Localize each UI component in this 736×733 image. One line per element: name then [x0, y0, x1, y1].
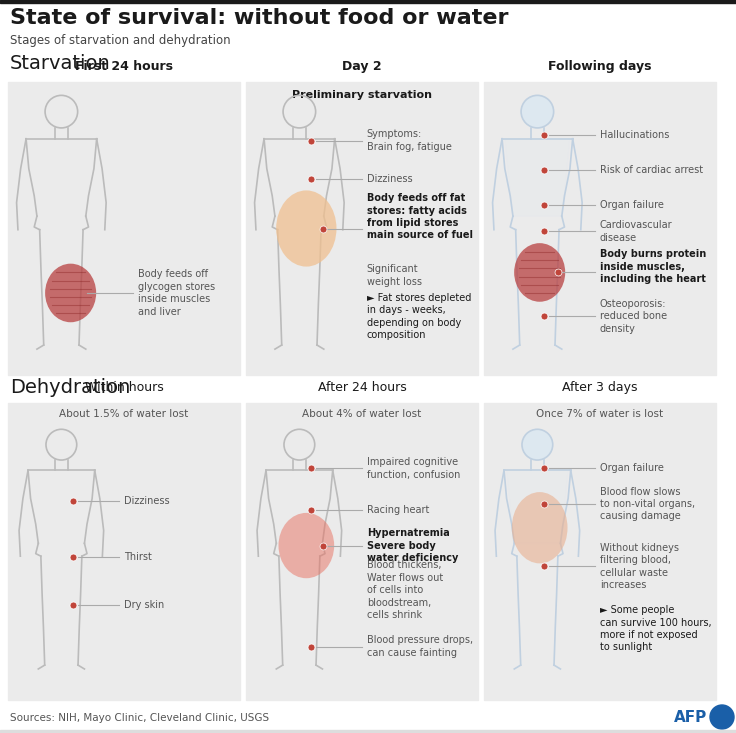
Bar — [8, 403, 240, 700]
Text: Dehydration: Dehydration — [10, 378, 130, 397]
Ellipse shape — [278, 513, 334, 578]
Text: Blood thickens,
Water flows out
of cells into
bloodstream,
cells shrink: Blood thickens, Water flows out of cells… — [367, 560, 443, 620]
Text: Dizziness: Dizziness — [367, 174, 412, 184]
Text: After 24 hours: After 24 hours — [318, 381, 406, 394]
Text: Body burns protein
inside muscles,
including the heart: Body burns protein inside muscles, inclu… — [600, 249, 707, 284]
Text: Thirst: Thirst — [124, 553, 152, 562]
Text: Body feeds off fat
stores: fatty acids
from lipid stores
main source of fuel: Body feeds off fat stores: fatty acids f… — [367, 194, 473, 240]
Bar — [484, 403, 716, 700]
Text: Symptoms:
Brain fog, fatigue: Symptoms: Brain fog, fatigue — [367, 130, 451, 152]
Text: Starvation: Starvation — [10, 54, 110, 73]
Text: Preliminary starvation: Preliminary starvation — [292, 90, 432, 100]
Text: AFP: AFP — [673, 710, 707, 724]
Text: Organ failure: Organ failure — [600, 463, 664, 474]
Text: Once 7% of water is lost: Once 7% of water is lost — [537, 409, 664, 419]
Text: ► Some people
can survive 100 hours,
more if not exposed
to sunlight: ► Some people can survive 100 hours, mor… — [600, 605, 712, 652]
Polygon shape — [506, 471, 568, 543]
Text: Blood pressure drops,
can cause fainting: Blood pressure drops, can cause fainting — [367, 636, 473, 658]
Text: ► Fat stores depleted
in days - weeks,
depending on body
composition: ► Fat stores depleted in days - weeks, d… — [367, 292, 471, 340]
Text: Day 2: Day 2 — [342, 60, 382, 73]
Text: Stages of starvation and dehydration: Stages of starvation and dehydration — [10, 34, 230, 47]
Ellipse shape — [45, 264, 96, 323]
Text: First 24 hours: First 24 hours — [75, 60, 173, 73]
Text: Hallucinations: Hallucinations — [600, 130, 669, 140]
Ellipse shape — [276, 191, 336, 267]
Text: Organ failure: Organ failure — [600, 200, 664, 210]
Circle shape — [521, 95, 553, 128]
Text: Significant
weight loss: Significant weight loss — [367, 264, 422, 287]
Text: About 4% of water lost: About 4% of water lost — [302, 409, 422, 419]
Text: Blood flow slows
to non-vital organs,
causing damage: Blood flow slows to non-vital organs, ca… — [600, 487, 695, 521]
Circle shape — [710, 705, 734, 729]
Text: Hypernatremia
Severe body
water deficiency: Hypernatremia Severe body water deficien… — [367, 528, 458, 563]
Ellipse shape — [514, 243, 565, 302]
Text: Risk of cardiac arrest: Risk of cardiac arrest — [600, 165, 703, 175]
Text: Within hours: Within hours — [85, 381, 163, 394]
Text: Cardiovascular
disease: Cardiovascular disease — [600, 220, 673, 243]
Text: About 1.5% of water lost: About 1.5% of water lost — [60, 409, 188, 419]
Bar — [484, 82, 716, 375]
Text: Sources: NIH, Mayo Clinic, Cleveland Clinic, USGS: Sources: NIH, Mayo Clinic, Cleveland Cli… — [10, 713, 269, 723]
Text: Dry skin: Dry skin — [124, 600, 164, 610]
Text: Body feeds off
glycogen stores
inside muscles
and liver: Body feeds off glycogen stores inside mu… — [138, 269, 215, 317]
Bar — [0, 730, 736, 733]
Text: Impaired cognitive
function, confusion: Impaired cognitive function, confusion — [367, 457, 460, 479]
Text: After 3 days: After 3 days — [562, 381, 638, 394]
Ellipse shape — [512, 492, 567, 564]
Bar — [246, 82, 478, 375]
Circle shape — [522, 430, 553, 460]
Text: Following days: Following days — [548, 60, 652, 73]
Bar — [8, 82, 240, 375]
Text: Without kidneys
filtering blood,
cellular waste
increases: Without kidneys filtering blood, cellula… — [600, 542, 679, 590]
Text: Racing heart: Racing heart — [367, 505, 429, 515]
Bar — [0, 0, 736, 3]
Polygon shape — [505, 139, 570, 216]
Bar — [246, 403, 478, 700]
Text: Osteoporosis:
reduced bone
density: Osteoporosis: reduced bone density — [600, 299, 667, 334]
Text: Dizziness: Dizziness — [124, 496, 169, 506]
Text: State of survival: without food or water: State of survival: without food or water — [10, 8, 509, 28]
